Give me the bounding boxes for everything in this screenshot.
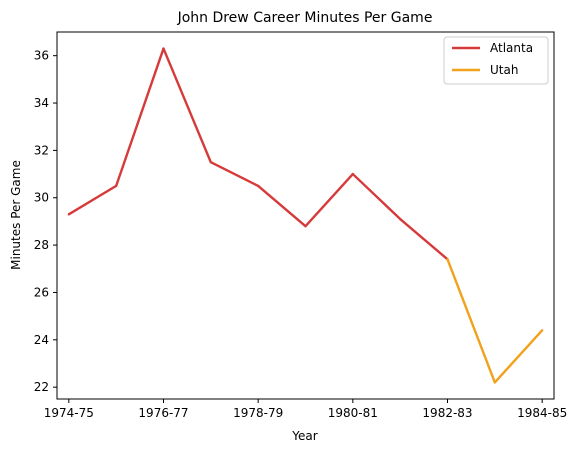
data-point-utah: [540, 329, 544, 332]
chart-title: John Drew Career Minutes Per Game: [177, 10, 433, 26]
x-tick-label: 1976-77: [138, 406, 188, 420]
data-point-utah: [446, 258, 449, 261]
series-line-utah: [446, 258, 544, 384]
x-tick-label: 1982-83: [422, 406, 472, 420]
data-point-atlanta: [398, 217, 402, 221]
y-tick-label: 26: [34, 285, 49, 299]
legend-label-atlanta: Atlanta: [490, 41, 533, 55]
y-tick-label: 30: [34, 191, 49, 205]
series-layer: [67, 47, 544, 384]
data-point-atlanta: [304, 224, 307, 228]
y-tick-label: 24: [34, 333, 49, 347]
data-point-atlanta: [67, 213, 71, 216]
x-axis-title: Year: [291, 429, 317, 443]
x-tick-label: 1984-85: [517, 406, 567, 420]
legend: Atlanta Utah: [443, 36, 549, 85]
data-point-atlanta: [162, 47, 165, 50]
y-tick-label: 34: [34, 96, 49, 110]
x-axis: 1974-75 1976-77 1978-79 1980-81 1982-83 1984-…: [44, 399, 567, 420]
y-tick-label: 36: [34, 49, 49, 63]
data-point-atlanta: [256, 184, 260, 188]
data-point-utah: [493, 381, 497, 384]
data-point-atlanta: [209, 161, 213, 164]
x-tick-label: 1980-81: [328, 406, 378, 420]
y-tick-label: 28: [34, 238, 49, 252]
data-point-atlanta: [114, 184, 118, 188]
legend-label-utah: Utah: [490, 63, 518, 77]
x-tick-label: 1974-75: [44, 406, 94, 420]
y-axis: 22 24 26 28 30 32 34 36: [34, 49, 57, 394]
series-line-atlanta: [68, 47, 449, 261]
plot-frame: [56, 31, 555, 400]
y-axis-title: Minutes Per Game: [9, 160, 23, 270]
y-tick-label: 32: [34, 143, 49, 157]
x-tick-label: 1978-79: [233, 406, 283, 420]
y-tick-label: 22: [34, 380, 49, 394]
data-point-atlanta: [351, 172, 355, 176]
